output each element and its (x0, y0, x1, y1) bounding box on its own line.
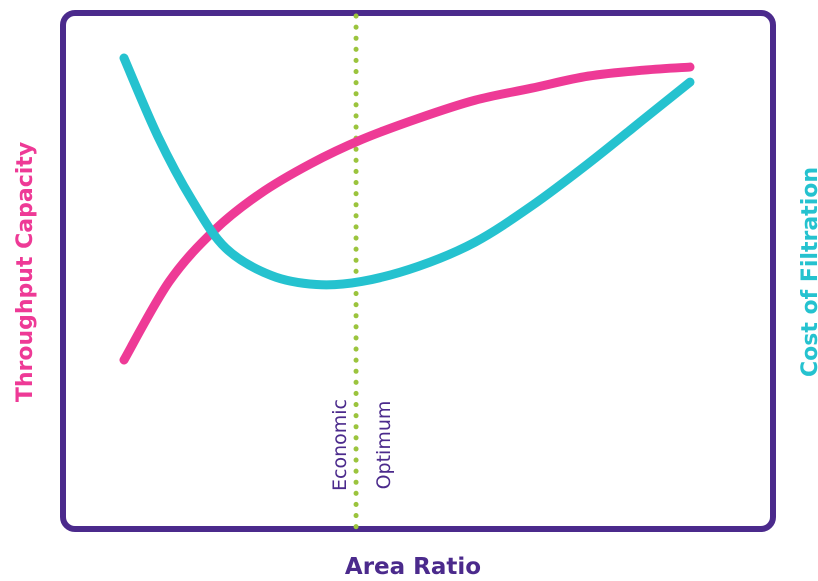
y-axis-label-left: Throughput Capacity (13, 142, 38, 402)
annotation-economic: Economic (329, 399, 351, 491)
plot-frame (60, 10, 776, 532)
cost-of-filtration-line (119, 53, 695, 290)
series-layer (119, 53, 695, 365)
x-axis-label: Area Ratio (345, 554, 481, 580)
annotation-optimum: Optimum (373, 401, 395, 490)
throughput-capacity-line (119, 62, 695, 365)
y-axis-label-right: Cost of Filtration (798, 167, 818, 377)
